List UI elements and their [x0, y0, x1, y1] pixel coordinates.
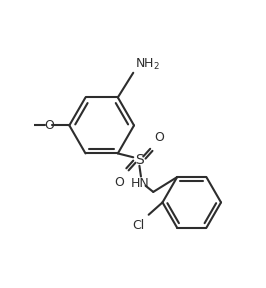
Text: O: O: [114, 176, 124, 189]
Text: O: O: [44, 119, 54, 132]
Text: Cl: Cl: [132, 219, 145, 232]
Text: HN: HN: [131, 177, 149, 190]
Text: NH$_2$: NH$_2$: [135, 57, 160, 72]
Text: S: S: [135, 153, 144, 166]
Text: O: O: [154, 131, 164, 144]
